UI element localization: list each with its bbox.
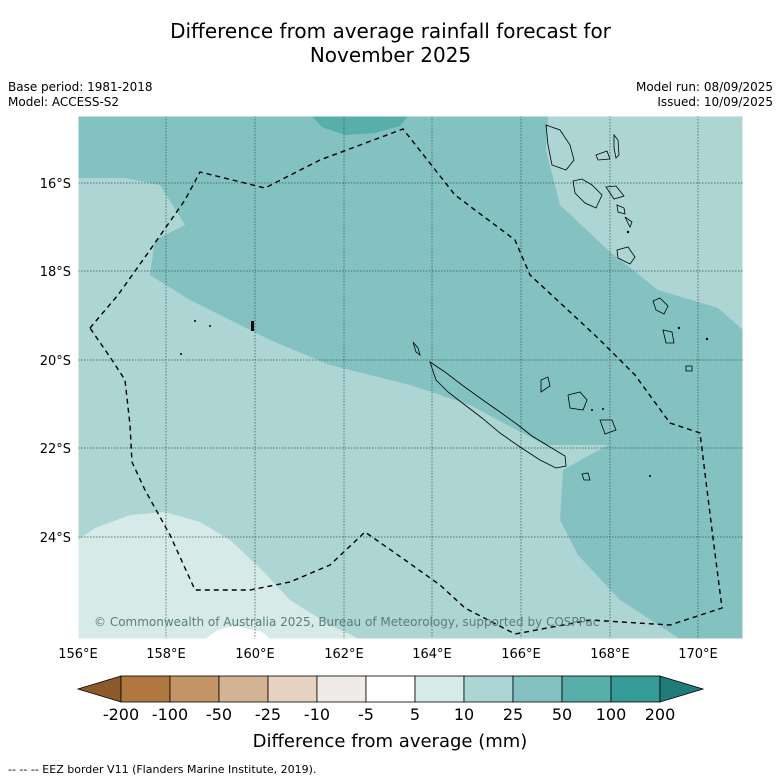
base-period: Base period: 1981-2018	[8, 80, 153, 94]
eez-border	[89, 128, 723, 635]
lifou-island	[567, 391, 588, 411]
lon-ticks: 156°E 158°E 160°E 162°E 164°E 166°E 168°…	[58, 647, 718, 662]
title-line-1: Difference from average rainfall forecas…	[170, 19, 611, 43]
model-name: Model: ACCESS-S2	[8, 95, 120, 109]
issued-date: Issued: 10/09/2025	[657, 95, 773, 109]
lon-tick: 168°E	[590, 647, 630, 662]
model-run: Model run: 08/09/2025	[635, 80, 773, 94]
map-frame	[77, 115, 744, 640]
colorbar-tick: -100	[152, 705, 188, 724]
lon-tick: 162°E	[324, 647, 364, 662]
lat-tick: 18°S	[40, 265, 71, 280]
colorbar: -200 -100 -50 -25 -10 -5 5 10 25 50 100 200	[76, 675, 705, 724]
isle-of-pines	[581, 472, 591, 481]
map-area: © Commonwealth of Australia 2025, Bureau…	[78, 116, 743, 639]
colorbar-tick: 5	[410, 705, 420, 724]
colorbar-segment	[218, 675, 269, 703]
region-neutral	[205, 626, 270, 639]
eez-footnote: -- -- -- EEZ border V11 (Flanders Marine…	[8, 763, 317, 776]
colorbar-tick: -10	[304, 705, 330, 724]
belep-islands	[412, 341, 421, 357]
colorbar-tick: -200	[103, 705, 139, 724]
colorbar-tick: 200	[645, 705, 676, 724]
meta-right: Model run: 08/09/2025 Issued: 10/09/2025	[636, 80, 773, 110]
colorbar-tick: 100	[596, 705, 627, 724]
lat-tick: 22°S	[40, 442, 71, 457]
colorbar-tick: -5	[358, 705, 374, 724]
colorbar-segment	[414, 675, 465, 703]
colorbar-tick: 50	[552, 705, 572, 724]
lat-tick: 16°S	[40, 177, 71, 192]
colorbar-segment	[169, 675, 220, 703]
colorbar-label: Difference from average (mm)	[253, 731, 528, 752]
colorbar-segment	[463, 675, 514, 703]
colorbar-segment	[365, 675, 416, 703]
mare-island	[599, 419, 617, 435]
lon-tick: 160°E	[235, 647, 275, 662]
colorbar-segment	[610, 675, 661, 703]
lon-tick: 166°E	[501, 647, 541, 662]
colorbar-tick: 25	[503, 705, 523, 724]
colorbar-segment	[561, 675, 612, 703]
colorbar-tick: 10	[454, 705, 474, 724]
new-caledonia-island	[429, 361, 567, 469]
lon-tick: 170°E	[678, 647, 718, 662]
lat-ticks: 16°S 18°S 20°S 22°S 24°S	[40, 177, 71, 546]
region-25-50	[78, 116, 743, 639]
copyright-notice: © Commonwealth of Australia 2025, Bureau…	[94, 615, 599, 629]
title-line-2: November 2025	[309, 43, 472, 67]
region-5-10	[78, 512, 360, 639]
colorbar-tick: -50	[206, 705, 232, 724]
vanuatu-islands	[545, 124, 693, 372]
lat-tick: 20°S	[40, 354, 71, 369]
region-50-100	[312, 116, 408, 135]
ouvea-island	[540, 376, 551, 393]
lat-tick: 24°S	[40, 531, 71, 546]
small-islands	[180, 230, 709, 477]
colorbar-segment	[267, 675, 318, 703]
colorbar-segment	[316, 675, 367, 703]
colorbar-segment	[512, 675, 563, 703]
colorbar-segment	[120, 675, 171, 703]
meta-left: Base period: 1981-2018 Model: ACCESS-S2	[8, 80, 153, 110]
colorbar-tick: -25	[255, 705, 281, 724]
map-title: Difference from average rainfall forecas…	[0, 19, 781, 67]
lon-tick: 158°E	[146, 647, 186, 662]
colorbar-extend-high	[659, 675, 705, 703]
lon-tick: 156°E	[58, 647, 98, 662]
colorbar-extend-low	[76, 675, 122, 703]
lon-tick: 164°E	[412, 647, 452, 662]
